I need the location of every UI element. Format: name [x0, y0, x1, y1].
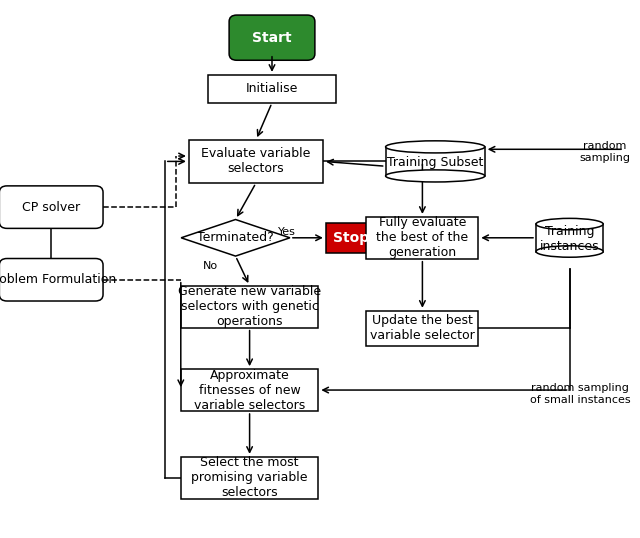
Text: Initialise: Initialise: [246, 82, 298, 95]
FancyBboxPatch shape: [181, 457, 319, 499]
Polygon shape: [181, 220, 290, 256]
FancyBboxPatch shape: [366, 217, 479, 259]
Ellipse shape: [536, 218, 604, 230]
FancyBboxPatch shape: [0, 186, 103, 228]
Text: Generate new variable
selectors with genetic
operations: Generate new variable selectors with gen…: [178, 285, 321, 328]
Text: Training
instances: Training instances: [540, 225, 600, 253]
Text: Training Subset: Training Subset: [387, 156, 483, 169]
Text: Approximate
fitnesses of new
variable selectors: Approximate fitnesses of new variable se…: [194, 369, 305, 412]
Text: Start: Start: [252, 31, 292, 45]
FancyBboxPatch shape: [181, 286, 319, 328]
Text: random
sampling: random sampling: [579, 141, 630, 162]
Text: Fully evaluate
the best of the
generation: Fully evaluate the best of the generatio…: [376, 216, 468, 259]
Ellipse shape: [536, 246, 604, 257]
FancyBboxPatch shape: [189, 140, 323, 183]
FancyBboxPatch shape: [181, 369, 319, 411]
Text: Evaluate variable
selectors: Evaluate variable selectors: [202, 147, 310, 175]
Ellipse shape: [385, 170, 485, 182]
Ellipse shape: [385, 141, 485, 153]
FancyBboxPatch shape: [326, 223, 376, 252]
Text: Problem Formulation: Problem Formulation: [0, 273, 116, 286]
Text: No: No: [202, 261, 218, 271]
Text: Stop: Stop: [333, 231, 369, 245]
Bar: [385, 147, 485, 176]
Text: random sampling
of small instances: random sampling of small instances: [530, 383, 630, 405]
FancyBboxPatch shape: [0, 259, 103, 301]
Text: Select the most
promising variable
selectors: Select the most promising variable selec…: [191, 456, 308, 499]
Bar: [536, 224, 604, 251]
FancyBboxPatch shape: [366, 310, 479, 346]
Text: Terminated?: Terminated?: [197, 231, 274, 244]
FancyBboxPatch shape: [229, 15, 315, 60]
Text: Yes: Yes: [278, 228, 296, 237]
Text: Update the best
variable selector: Update the best variable selector: [370, 314, 475, 342]
FancyBboxPatch shape: [208, 75, 336, 103]
Text: CP solver: CP solver: [22, 201, 80, 214]
